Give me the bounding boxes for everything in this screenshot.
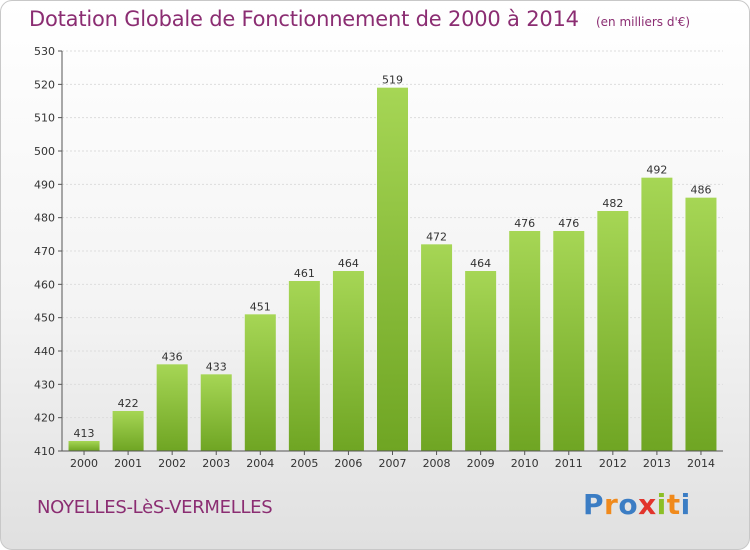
x-tick-label: 2008 — [423, 457, 451, 470]
x-tick-label: 2009 — [467, 457, 495, 470]
x-tick-label: 2003 — [202, 457, 230, 470]
y-tick-label: 410 — [34, 445, 55, 458]
bar-value-label: 476 — [514, 217, 535, 230]
logo-letter: x — [638, 488, 657, 521]
bar-value-label: 486 — [690, 184, 711, 197]
bar — [112, 411, 144, 451]
x-tick-label: 2000 — [70, 457, 98, 470]
bar — [597, 211, 629, 451]
y-tick-label: 500 — [34, 145, 55, 158]
bar-value-label: 436 — [162, 350, 183, 363]
logo-letter: i — [680, 488, 691, 521]
title-row: Dotation Globale de Fonctionnement de 20… — [29, 7, 690, 31]
bar — [377, 87, 408, 452]
bar-value-label: 413 — [74, 427, 95, 440]
x-tick-label: 2011 — [555, 457, 583, 470]
logo-letter: P — [583, 488, 605, 521]
axes — [58, 50, 723, 455]
y-tick-label: 450 — [34, 312, 55, 325]
bar-value-label: 464 — [470, 257, 491, 270]
bar-value-label: 422 — [118, 397, 139, 410]
x-tick-label: 2007 — [379, 457, 407, 470]
y-tick-label: 420 — [34, 412, 55, 425]
bar-value-label: 482 — [602, 197, 623, 210]
bar — [421, 244, 453, 451]
y-tick-label: 460 — [34, 278, 55, 291]
bar — [641, 177, 673, 451]
y-tick-label: 520 — [34, 78, 55, 91]
logo-letter: t — [666, 488, 681, 521]
bar — [685, 197, 717, 451]
bar — [288, 281, 320, 451]
bar-value-label: 451 — [250, 300, 271, 313]
y-tick-label: 440 — [34, 345, 55, 358]
y-tick-label: 530 — [34, 45, 55, 58]
y-tick-label: 490 — [34, 178, 55, 191]
x-tick-label: 2014 — [687, 457, 715, 470]
x-tick-label: 2012 — [599, 457, 627, 470]
bars — [68, 87, 717, 452]
y-tick-label: 510 — [34, 112, 55, 125]
x-tick-label: 2004 — [246, 457, 274, 470]
x-tick-label: 2010 — [511, 457, 539, 470]
x-tick-label: 2001 — [114, 457, 142, 470]
y-tick-label: 430 — [34, 378, 55, 391]
bar — [332, 271, 364, 451]
x-tick-label: 2005 — [290, 457, 318, 470]
x-tick-label: 2002 — [158, 457, 186, 470]
bar — [465, 271, 497, 451]
chart-unit: (en milliers d'€) — [595, 15, 691, 29]
labels: 410 420 430 440 450 460 470 480 490 500 510 520 530 4… — [34, 45, 715, 470]
logo-letter: r — [604, 488, 619, 521]
bar — [68, 441, 100, 451]
bar-value-label: 519 — [382, 74, 403, 87]
bar — [156, 364, 188, 451]
bar-value-label: 472 — [426, 230, 447, 243]
proxiti-logo[interactable]: Proxiti — [583, 488, 691, 521]
logo-letter: o — [618, 488, 639, 521]
y-tick-label: 470 — [34, 245, 55, 258]
commune-name: NOYELLES-LèS-VERMELLES — [37, 497, 273, 518]
chart-title: Dotation Globale de Fonctionnement de 20… — [29, 7, 579, 31]
bar-value-label: 492 — [646, 164, 667, 177]
bar-value-label: 433 — [206, 360, 227, 373]
y-tick-label: 480 — [34, 212, 55, 225]
bar — [509, 231, 541, 451]
x-tick-label: 2006 — [334, 457, 362, 470]
bar-value-label: 476 — [558, 217, 579, 230]
bar-value-label: 464 — [338, 257, 359, 270]
bar-value-label: 461 — [294, 267, 315, 280]
bar — [244, 314, 276, 451]
logo-letter: i — [656, 488, 667, 521]
bar — [200, 374, 232, 451]
x-tick-label: 2013 — [643, 457, 671, 470]
bar — [553, 231, 585, 451]
